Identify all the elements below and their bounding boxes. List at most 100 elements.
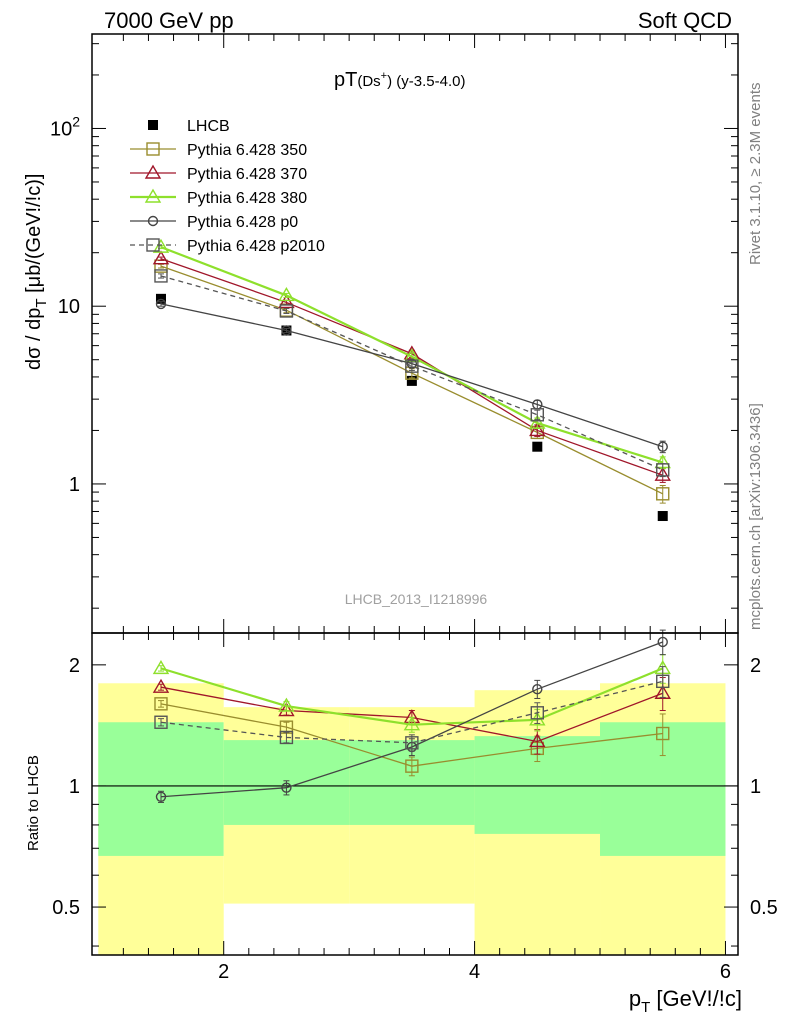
main-point-4-1 — [281, 325, 292, 336]
inner-band-bin-0 — [98, 722, 224, 856]
main-plot-series — [152, 238, 671, 522]
header-left-label: 7000 GeV pp — [104, 8, 234, 33]
legend-entry-5: Pythia 6.428 p2010 — [130, 238, 325, 255]
x-tick-label-2: 2 — [218, 961, 229, 983]
x-tick-label-6: 6 — [720, 961, 731, 983]
main-point-2-3 — [529, 422, 546, 437]
ylabel-b: [μb/(GeV!/!c)] — [23, 174, 45, 299]
ratio-point-4-3 — [532, 683, 543, 695]
ratio-point-5-1 — [279, 730, 294, 745]
legend-label-1: Pythia 6.428 350 — [187, 142, 307, 159]
main-point-3-0 — [152, 238, 170, 253]
ratio-point-4-1 — [281, 782, 292, 793]
ylabel-a: dσ / dp — [23, 308, 45, 370]
legend-entry-1: Pythia 6.428 350 — [130, 142, 307, 159]
main-point-5-0 — [154, 269, 168, 283]
ratio-y-tick-label-left-1: 1 — [69, 776, 80, 798]
ratio-series-5 — [154, 666, 670, 752]
main-point-2-1 — [278, 294, 295, 309]
main-point-3-3 — [529, 414, 546, 429]
ratio-plot-series — [152, 629, 671, 803]
legend-marker-0 — [148, 120, 158, 130]
title-rest: ) (y-3.5-4.0) — [387, 73, 465, 90]
legend-label-5: Pythia 6.428 p2010 — [187, 238, 325, 255]
main-point-5-4 — [656, 463, 670, 477]
ratio-point-3-2 — [403, 716, 421, 731]
main-y-axis-label: dσ / dpT [μb/(GeV!/!c)] — [23, 174, 50, 370]
main-y-tick-base-1: 1 — [69, 474, 80, 496]
main-y-tick-base-100: 10 — [50, 118, 72, 140]
main-y-tick-base-10: 10 — [58, 296, 80, 318]
ratio-point-4-0 — [155, 791, 167, 802]
analysis-label: LHCB_2013_I1218996 — [345, 591, 488, 607]
legend-entry-4: Pythia 6.428 p0 — [130, 214, 298, 231]
legend-label-3: Pythia 6.428 380 — [187, 190, 307, 207]
ratio-point-5-0 — [154, 715, 168, 729]
main-series-0 — [155, 293, 668, 522]
xlabel-p: p — [629, 986, 641, 1011]
ratio-point-5-3 — [530, 706, 545, 720]
ratio-point-2-4 — [654, 684, 671, 699]
main-y-tick-label-1: 1 — [69, 474, 80, 496]
ratio-panel-frame — [91, 632, 739, 956]
main-series-3 — [152, 238, 671, 470]
main-point-4-0 — [155, 298, 167, 310]
ratio-point-3-1 — [278, 697, 295, 712]
main-point-0-2 — [406, 375, 417, 386]
ratio-point-1-2 — [405, 759, 419, 773]
main-point-2-4 — [654, 466, 671, 481]
main-y-tick-sup-100: 2 — [72, 113, 80, 129]
header-right-label: Soft QCD — [638, 8, 732, 33]
main-point-5-2 — [405, 359, 419, 373]
ratio-series-1 — [154, 697, 670, 777]
ylabel-sub: T — [33, 298, 50, 307]
title-paren: (Ds — [357, 73, 380, 90]
main-point-3-1 — [278, 287, 295, 302]
mcplots-side-label: mcplots.cern.ch [arXiv:1306.3436] — [747, 403, 764, 630]
main-point-0-4 — [657, 511, 668, 522]
chart-title: pT(Ds+) (y-3.5-4.0) — [334, 69, 465, 91]
main-y-tick-label-100: 102 — [50, 113, 80, 140]
legend-marker-1 — [146, 142, 160, 156]
main-point-2-0 — [152, 250, 170, 265]
x-tick-label-4: 4 — [469, 961, 480, 983]
ratio-point-2-1 — [278, 702, 295, 717]
legend-entry-0: LHCB — [148, 118, 230, 135]
main-point-0-3 — [532, 441, 543, 452]
xlabel-sub: T — [641, 999, 650, 1016]
legend-marker-2 — [144, 164, 162, 179]
ratio-y-tick-label-right-2: 2 — [750, 655, 761, 677]
ratio-point-5-2 — [405, 736, 419, 750]
ratio-y-tick-label-right-1: 1 — [750, 776, 761, 798]
legend-marker-4 — [147, 215, 159, 227]
legend-label-2: Pythia 6.428 370 — [187, 166, 307, 183]
rivet-side-label: Rivet 3.1.10, ≥ 2.3M events — [747, 83, 764, 266]
main-point-5-1 — [279, 304, 294, 318]
main-point-4-4 — [657, 441, 668, 452]
ratio-line-5 — [160, 680, 663, 744]
legend: LHCB Pythia 6.428 350 Pythia 6.428 370 Pyth… — [130, 118, 325, 255]
main-point-5-3 — [530, 408, 545, 422]
xlabel-unit: [GeV!/!c] — [650, 986, 742, 1011]
legend-marker-5 — [146, 238, 160, 252]
ratio-point-2-3 — [529, 733, 546, 748]
ratio-y-tick-label-right-0.5: 0.5 — [750, 897, 778, 919]
legend-label-0: LHCB — [187, 118, 230, 135]
legend-entry-3: Pythia 6.428 380 — [130, 188, 307, 207]
legend-marker-3 — [144, 188, 162, 203]
ratio-y-axis-label: Ratio to LHCB — [25, 755, 42, 851]
title-sup: + — [381, 70, 387, 82]
ratio-point-4-4 — [657, 636, 668, 648]
legend-entry-2: Pythia 6.428 370 — [130, 164, 307, 183]
main-series-5 — [154, 269, 670, 478]
ratio-point-5-4 — [656, 674, 670, 689]
ratio-y-tick-label-left-0.5: 0.5 — [52, 897, 80, 919]
x-axis-label: pT [GeV!/!c] — [629, 986, 742, 1016]
ratio-point-1-0 — [154, 697, 168, 711]
ratio-point-1-4 — [656, 726, 670, 741]
main-point-1-4 — [656, 487, 670, 501]
ratio-point-2-0 — [152, 678, 170, 693]
title-main: pT — [334, 69, 357, 91]
